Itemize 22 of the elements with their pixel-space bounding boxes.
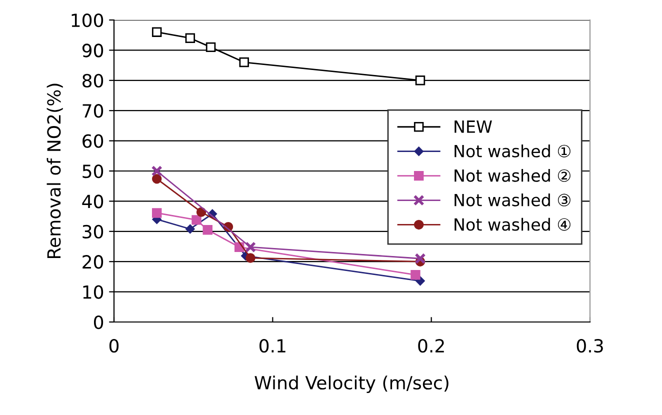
legend-label: Not washed ③	[454, 193, 570, 206]
legend-label: Not washed ①	[454, 144, 570, 158]
x-axis-title: Wind Velocity (m/sec)	[254, 376, 448, 394]
y-tick-label: 60	[82, 134, 104, 148]
y-tick-label: 70	[82, 104, 104, 118]
x-tick-label: 0	[109, 338, 119, 353]
y-tick-label: 80	[82, 74, 104, 88]
y-tick-label: 20	[82, 255, 104, 269]
x-tick-label: 0.1	[260, 338, 286, 353]
y-axis-title: Removal of NO2(%)	[46, 84, 63, 258]
y-tick-label: 90	[82, 44, 104, 58]
y-tick-label: 30	[82, 224, 104, 239]
legend-label: NEW	[454, 120, 492, 133]
x-tick-label: 0.3	[576, 338, 603, 353]
y-tick-label: 100	[72, 13, 104, 28]
y-tick-label: 0	[94, 315, 104, 330]
legend-label: Not washed ②	[454, 168, 570, 182]
y-tick-label: 10	[83, 285, 104, 299]
y-tick-label: 40	[82, 194, 104, 208]
legend-label: Not washed ④	[454, 218, 570, 231]
x-tick-label: 0.2	[418, 338, 444, 353]
y-tick-label: 50	[82, 164, 104, 178]
